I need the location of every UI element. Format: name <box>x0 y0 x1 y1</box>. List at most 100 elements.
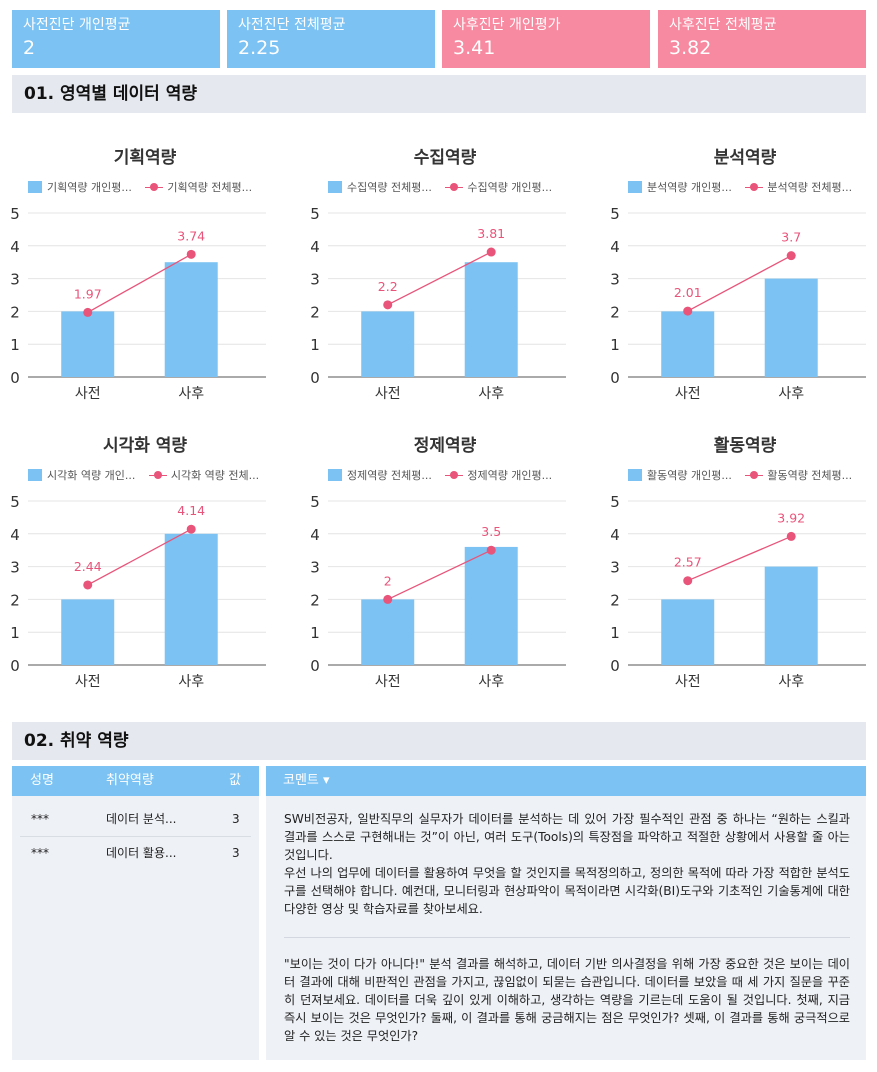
y-tick-label: 3 <box>610 559 620 577</box>
data-label: 2 <box>384 573 392 588</box>
x-tick-label: 사후 <box>778 674 804 690</box>
legend-bar-label: 정제역량 전체평... <box>347 469 432 482</box>
data-label: 4.14 <box>177 503 205 518</box>
card-pre-personal-avg: 사전진단 개인평균 2 <box>12 10 220 68</box>
y-tick-label: 1 <box>10 336 20 354</box>
series-line <box>687 535 792 582</box>
summary-cards: 사전진단 개인평균 2 사전진단 전체평균 2.25 사후진단 개인평가 3.4… <box>12 10 866 68</box>
data-label: 3.74 <box>177 228 205 243</box>
legend-bar-swatch <box>328 181 342 193</box>
comment-panel: 코멘트 ▾ SW비전공자, 일반직무의 실무자가 데이터를 분석하는 데 있어 … <box>266 766 866 1060</box>
bar <box>361 599 415 665</box>
y-tick-label: 0 <box>310 657 320 675</box>
cell-value: 3 <box>232 846 240 860</box>
line-point <box>786 531 796 541</box>
line-point <box>383 300 393 310</box>
data-label: 3.81 <box>477 226 505 241</box>
bar <box>61 311 115 377</box>
y-tick-label: 4 <box>10 238 20 256</box>
legend-line-swatch <box>745 469 764 481</box>
bar <box>764 278 818 377</box>
column-header-skill[interactable]: 취약역량 <box>106 773 154 788</box>
legend-bar-swatch <box>28 181 42 193</box>
y-tick-label: 4 <box>10 526 20 544</box>
series-line <box>87 528 192 586</box>
data-label: 1.97 <box>74 286 102 301</box>
chart-plot: 0 1 2 3 4 5 사전 사후 1.97 3.74 <box>10 205 266 402</box>
chart-title: 정제역량 <box>413 436 477 456</box>
y-tick-label: 0 <box>310 369 320 387</box>
chart-legend: 시각화 역량 개인... 시각화 역량 전체... <box>28 467 259 483</box>
y-tick-label: 1 <box>310 624 320 642</box>
chart-utilization: 활동역량 활동역량 개인평... 활동역량 전체평... 0 1 2 3 4 5 사전 사후 2… <box>610 431 877 691</box>
y-tick-label: 5 <box>610 493 620 511</box>
legend-line-label: 시각화 역량 전체... <box>170 469 260 482</box>
y-tick-label: 2 <box>310 303 320 321</box>
y-tick-label: 2 <box>10 591 20 609</box>
chart-legend: 분석역량 개인평... 분석역량 전체평... <box>628 179 852 195</box>
section-title-area-competency: 01. 영역별 데이터 역량 <box>12 75 866 113</box>
chart-plot: 0 1 2 3 4 5 사전 사후 2 3.5 <box>310 493 566 690</box>
line-point <box>683 576 693 586</box>
card-title: 사전진단 개인평균 <box>23 17 131 33</box>
comment-header[interactable]: 코멘트 ▾ <box>266 766 866 796</box>
chart-plot: 0 1 2 3 4 5 사전 사후 2.2 3.81 <box>310 205 566 402</box>
chart-title: 시각화 역량 <box>102 436 188 456</box>
card-value: 3.41 <box>453 37 496 59</box>
column-header-name[interactable]: 성명 <box>30 773 54 788</box>
legend-line-label: 수집역량 개인평... <box>467 181 553 194</box>
y-tick-label: 0 <box>10 657 20 675</box>
cell-skill: 데이터 분석... <box>106 812 177 826</box>
comment-paragraph: "보이는 것이 다가 아니다!" 분석 결과를 해석하고, 데이터 기반 의사결… <box>284 957 850 1043</box>
x-tick-label: 사전 <box>75 386 101 402</box>
legend-line-label: 정제역량 개인평... <box>467 469 553 482</box>
chart-legend: 활동역량 개인평... 활동역량 전체평... <box>628 467 852 483</box>
chart-plot: 0 1 2 3 4 5 사전 사후 2.57 3.92 <box>610 493 866 690</box>
bar <box>361 311 415 377</box>
card-value: 3.82 <box>669 37 712 59</box>
data-label: 2.01 <box>674 285 702 300</box>
data-label: 3.7 <box>781 230 801 245</box>
cell-name: *** <box>31 846 49 860</box>
data-label: 2.2 <box>378 279 398 294</box>
x-tick-label: 사전 <box>375 674 401 690</box>
y-tick-label: 0 <box>610 369 620 387</box>
table-row[interactable]: *** 데이터 활용... 3 <box>20 836 251 870</box>
legend-bar-label: 분석역량 개인평... <box>647 181 732 194</box>
chart-legend: 기획역량 개인평... 기획역량 전체평... <box>28 179 252 195</box>
y-tick-label: 3 <box>310 271 320 289</box>
series-line <box>387 549 492 600</box>
chart-legend: 수집역량 전체평... 수집역량 개인평... <box>328 179 552 195</box>
y-tick-label: 2 <box>310 591 320 609</box>
chart-analysis: 분석역량 분석역량 개인평... 분석역량 전체평... 0 1 2 3 4 5 사전 사후 2… <box>610 143 877 403</box>
y-tick-label: 1 <box>610 336 620 354</box>
chart-title: 수집역량 <box>413 148 477 168</box>
line-point <box>683 306 693 316</box>
chart-refinement: 정제역량 정제역량 전체평... 정제역량 개인평... 0 1 2 3 4 5 사전 사후 2… <box>310 431 580 691</box>
x-tick-label: 사전 <box>675 386 701 402</box>
weak-competency-table: 성명 취약역량 값 *** 데이터 분석... 3 *** 데이터 활용... … <box>12 766 259 1060</box>
chart-plot: 0 1 2 3 4 5 사전 사후 2.44 4.14 <box>10 493 266 690</box>
column-header-value[interactable]: 값 <box>229 773 241 788</box>
line-point <box>486 545 496 555</box>
comment-block-2: "보이는 것이 다가 아니다!" 분석 결과를 해석하고, 데이터 기반 의사결… <box>284 955 850 1045</box>
table-row[interactable]: *** 데이터 분석... 3 <box>20 802 251 837</box>
line-point <box>186 524 196 534</box>
comment-paragraph: 우선 나의 업무에 데이터를 활용하여 무엇을 할 것인지를 목적정의하고, 정… <box>284 866 850 916</box>
card-value: 2.25 <box>238 37 281 59</box>
line-point <box>383 594 393 604</box>
bar <box>61 599 115 665</box>
y-tick-label: 5 <box>10 493 20 511</box>
bar <box>164 533 218 665</box>
card-pre-total-avg: 사전진단 전체평균 2.25 <box>227 10 435 68</box>
legend-line-swatch <box>445 469 464 481</box>
y-tick-label: 5 <box>10 205 20 223</box>
data-label: 2.44 <box>74 559 102 574</box>
series-line <box>87 253 192 313</box>
x-tick-label: 사전 <box>675 674 701 690</box>
legend-line-label: 분석역량 전체평... <box>767 181 853 194</box>
legend-line-swatch <box>445 181 464 193</box>
line-point <box>786 251 796 261</box>
cell-value: 3 <box>232 812 240 826</box>
line-point <box>186 249 196 259</box>
